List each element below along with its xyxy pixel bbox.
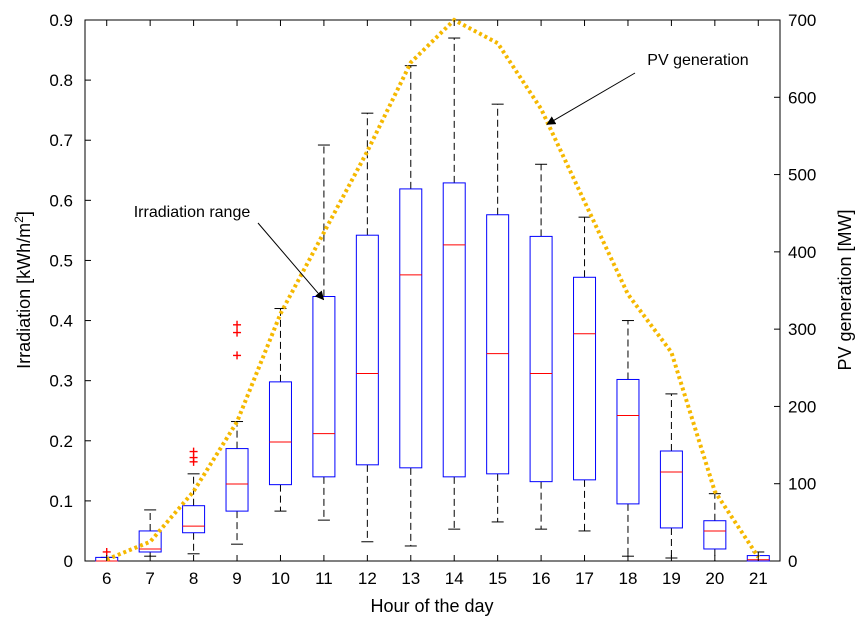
y-left-axis-title: Irradiation [kWh/m2] (12, 211, 34, 369)
x-tick-label: 17 (575, 569, 594, 588)
annotations-layer: PV generation Irradiation range (134, 52, 749, 301)
box-iqr (225, 448, 249, 512)
box-hour-14 (442, 37, 466, 530)
y-left-tick-label: 0.6 (49, 191, 73, 210)
x-tick-label: 8 (189, 569, 198, 588)
box-iqr (355, 234, 379, 466)
outlier-marker (189, 447, 198, 456)
x-tick-label: 20 (705, 569, 724, 588)
x-axis-title: Hour of the day (370, 596, 493, 616)
box-hour-7 (138, 509, 162, 557)
annotation-arrow-pv (546, 72, 636, 125)
x-tick-label: 19 (662, 569, 681, 588)
y-left-tick-label: 0.7 (49, 131, 73, 150)
x-tick-label: 16 (532, 569, 551, 588)
box-hour-12 (355, 112, 379, 543)
x-tick-label: 10 (271, 569, 290, 588)
box-iqr (486, 214, 510, 475)
box-hour-10 (268, 308, 292, 512)
y-right-tick-label: 200 (788, 397, 816, 416)
y-right-tick-label: 400 (788, 243, 816, 262)
box-iqr (529, 235, 553, 483)
outlier-marker (233, 351, 242, 360)
annotation-arrow-irradiation (257, 222, 325, 301)
pv-line-layer (105, 17, 760, 562)
outlier-marker (233, 328, 242, 337)
x-tick-label: 7 (145, 569, 154, 588)
y-left-tick-label: 0.1 (49, 492, 73, 511)
y-left-tick-label: 0.4 (49, 312, 73, 331)
x-tick-label: 21 (749, 569, 768, 588)
y-left-tick-label: 0 (64, 552, 73, 571)
x-tick-label: 12 (358, 569, 377, 588)
y-right-axis-title: PV generation [MW] (835, 209, 855, 370)
y-left-tick-label: 0.2 (49, 432, 73, 451)
x-tick-label: 13 (401, 569, 420, 588)
y-left-tick-label: 0.3 (49, 372, 73, 391)
box-iqr (268, 381, 292, 486)
y-right-tick-label: 0 (788, 552, 797, 571)
annotation-pv-generation: PV generation (647, 52, 748, 69)
x-tick-label: 6 (102, 569, 111, 588)
y-left-axis-title-sup: 2 (12, 216, 26, 223)
annotation-irradiation-range: Irradiation range (134, 204, 251, 221)
box-iqr (659, 450, 683, 529)
box-hour-19 (659, 393, 683, 559)
y-left-tick-label: 0.9 (49, 11, 73, 30)
axes-layer: 6 7 8 9 10 11 12 13 14 15 16 17 18 19 20 21 0 0.1 0.2 0.3 0.… (49, 11, 816, 588)
x-tick-label: 15 (488, 569, 507, 588)
outlier-marker (233, 320, 242, 329)
y-left-tick-label: 0.8 (49, 71, 73, 90)
box-hour-15 (486, 103, 510, 523)
y-right-tick-label: 700 (788, 11, 816, 30)
x-tick-label: 9 (232, 569, 241, 588)
y-left-axis-title-main: Irradiation [kWh/m (14, 223, 34, 369)
y-right-tick-label: 600 (788, 88, 816, 107)
box-iqr (442, 182, 466, 478)
outlier-marker (102, 547, 111, 556)
box-iqr (703, 520, 727, 550)
box-hour-17 (573, 216, 597, 532)
x-tick-label: 11 (315, 569, 333, 588)
box-hour-9 (225, 320, 249, 545)
box-iqr (182, 505, 206, 534)
box-iqr (573, 276, 597, 481)
box-iqr (138, 530, 162, 553)
y-right-tick-label: 100 (788, 475, 816, 494)
x-tick-label: 14 (445, 569, 464, 588)
box-iqr (399, 188, 423, 469)
y-right-tick-label: 500 (788, 166, 816, 185)
plot-area (84, 19, 781, 562)
y-right-tick-label: 300 (788, 320, 816, 339)
box-hour-16 (529, 163, 553, 530)
box-iqr (616, 378, 640, 505)
pv-generation-line (105, 17, 760, 562)
x-tick-label: 18 (619, 569, 638, 588)
box-hour-13 (399, 65, 423, 547)
y-left-axis-title-end: ] (14, 211, 34, 216)
y-left-tick-label: 0.5 (49, 251, 73, 270)
